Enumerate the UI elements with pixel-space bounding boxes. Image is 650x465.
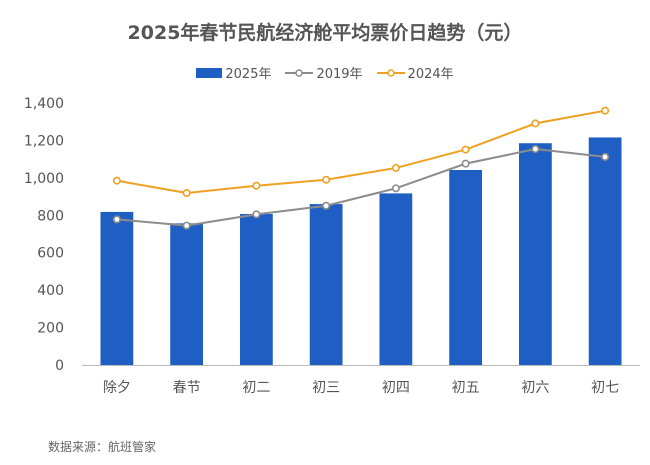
- point-2019年-除夕: [112, 215, 121, 224]
- y-tick-label: 200: [37, 321, 64, 337]
- point-2019年-初三: [322, 201, 331, 210]
- x-tick-label: 初五: [452, 379, 480, 396]
- x-tick-label: 除夕: [103, 380, 131, 396]
- point-2019年-春节: [182, 221, 191, 230]
- chart-title: 2025年春节民航经济舱平均票价日趋势（元）: [127, 22, 523, 44]
- bar-初二: [239, 213, 273, 365]
- point-2024年-春节: [182, 189, 191, 198]
- legend-item-2025: 2025年: [196, 63, 271, 82]
- legend: 2025年 2019年 2024年: [0, 63, 650, 82]
- x-tick-label: 春节: [173, 380, 201, 396]
- x-tick-label: 初二: [242, 379, 270, 396]
- y-tick-label: 1,000: [24, 171, 64, 187]
- legend-label: 2025年: [225, 67, 272, 82]
- y-tick-label: 1,200: [24, 133, 64, 149]
- point-2019年-初四: [391, 184, 400, 193]
- legend-item-2024: 2024年: [376, 63, 454, 82]
- point-2024年-初四: [391, 163, 400, 172]
- point-2019年-初六: [531, 145, 540, 154]
- point-2024年-初二: [252, 181, 261, 190]
- bar-初七: [588, 137, 622, 365]
- line-series-2019年: [116, 148, 606, 227]
- y-tick-label: 800: [37, 208, 64, 224]
- y-tick-label: 0: [55, 358, 64, 374]
- x-tick-label: 初六: [521, 379, 549, 396]
- line-series-2024年: [116, 109, 606, 195]
- legend-item-2019: 2019年: [285, 63, 363, 82]
- x-tick-label: 初四: [382, 379, 410, 396]
- point-2024年-初三: [322, 175, 331, 184]
- source-note: 数据来源：航班管家: [48, 440, 157, 454]
- bar-除夕: [100, 211, 134, 365]
- bar-初三: [309, 204, 343, 365]
- bar-春节: [170, 223, 204, 365]
- legend-label: 2019年: [316, 67, 363, 82]
- y-tick-label: 1,400: [24, 96, 64, 112]
- bar-初五: [449, 169, 483, 365]
- point-2019年-初七: [601, 152, 610, 161]
- point-2024年-初七: [601, 106, 610, 115]
- point-2019年-初二: [252, 210, 261, 219]
- point-2019年-初五: [461, 159, 470, 168]
- y-tick-label: 600: [37, 246, 64, 262]
- y-tick-label: 400: [37, 283, 64, 299]
- bar-初四: [379, 193, 413, 365]
- x-tick-label: 初七: [591, 379, 619, 396]
- point-2024年-初六: [531, 119, 540, 128]
- point-2024年-初五: [461, 145, 470, 154]
- x-tick-label: 初三: [312, 379, 340, 396]
- point-2024年-除夕: [112, 176, 121, 185]
- legend-label: 2024年: [407, 67, 454, 82]
- bar-初六: [518, 143, 552, 365]
